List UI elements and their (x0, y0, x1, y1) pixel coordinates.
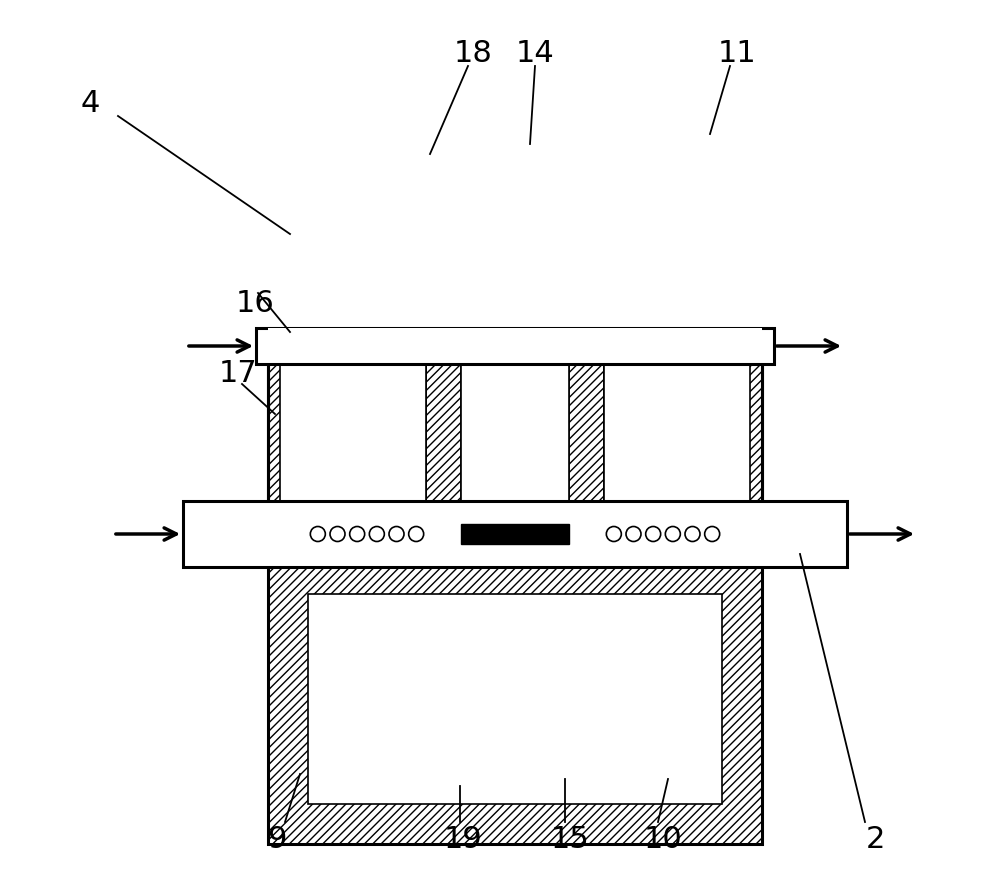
Circle shape (665, 527, 680, 542)
Circle shape (330, 527, 345, 542)
Text: 2: 2 (865, 824, 885, 854)
Text: 18: 18 (454, 39, 492, 69)
Bar (256, 328, 774, 364)
Circle shape (350, 527, 365, 542)
Bar (183, 501, 847, 567)
Text: 9: 9 (267, 824, 287, 854)
Bar (189, 507, 841, 561)
Text: 4: 4 (80, 89, 100, 119)
Text: 16: 16 (236, 290, 274, 318)
Bar (569, 340, 604, 514)
Circle shape (409, 527, 424, 542)
Circle shape (389, 527, 404, 542)
Bar (604, 364, 750, 514)
Circle shape (606, 527, 621, 542)
Circle shape (626, 527, 641, 542)
Text: 11: 11 (718, 39, 756, 69)
Text: 19: 19 (444, 824, 482, 854)
Bar (268, 554, 762, 844)
Circle shape (310, 527, 325, 542)
Bar (280, 364, 426, 514)
Text: 15: 15 (551, 824, 589, 854)
Bar (268, 340, 762, 554)
Text: 10: 10 (644, 824, 682, 854)
Circle shape (705, 527, 720, 542)
Bar (268, 328, 762, 352)
Bar (308, 340, 426, 514)
Bar (604, 340, 722, 514)
Circle shape (685, 527, 700, 542)
Bar (308, 594, 722, 804)
Bar (268, 340, 762, 554)
Circle shape (646, 527, 661, 542)
Bar (308, 340, 722, 514)
Bar (461, 340, 569, 514)
Text: 14: 14 (516, 39, 554, 69)
Bar (308, 594, 722, 804)
Circle shape (369, 527, 384, 542)
Text: 17: 17 (219, 359, 257, 389)
Bar (461, 524, 569, 544)
Bar (426, 340, 461, 514)
